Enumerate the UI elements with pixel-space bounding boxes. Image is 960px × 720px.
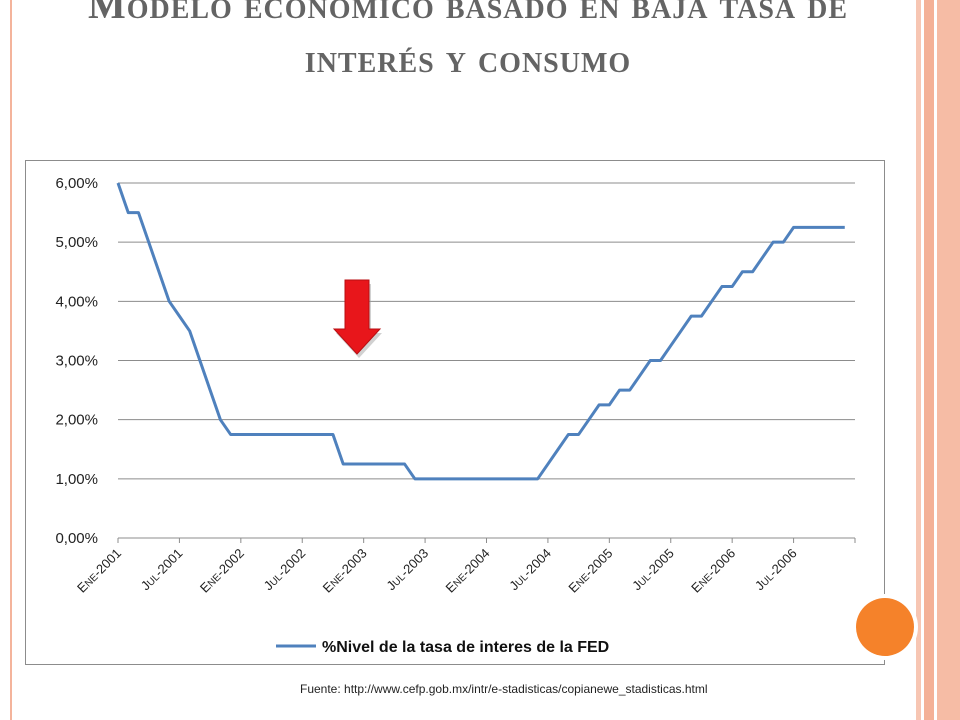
legend-label: %Nivel de la tasa de interes de la FED xyxy=(322,639,609,656)
source-citation: Fuente: http://www.cefp.gob.mx/intr/e-st… xyxy=(300,682,708,696)
y-tick-label: 2,00% xyxy=(55,412,98,429)
x-tick-label: JUL-2003 xyxy=(383,546,431,594)
x-tick-label: ENE-2003 xyxy=(320,546,370,596)
y-tick-label: 4,00% xyxy=(55,293,98,310)
x-tick-label: JUL-2006 xyxy=(752,546,800,594)
x-tick-label: ENE-2005 xyxy=(565,546,615,596)
x-tick-label: ENE-2004 xyxy=(443,546,493,596)
y-tick-label: 6,00% xyxy=(55,175,98,192)
x-tick-label: ENE-2006 xyxy=(688,546,738,596)
line-chart: 0,00% 1,00% 2,00% 3,00% 4,00% 5,00% 6,00% ENE-2… xyxy=(55,175,856,656)
series-line xyxy=(116,182,845,481)
down-arrow-icon xyxy=(332,279,382,355)
y-tick-label: 0,00% xyxy=(55,530,98,547)
orange-circle-decoration xyxy=(856,598,914,656)
x-tick-label: JUL-2002 xyxy=(261,546,309,594)
x-tick-label: JUL-2005 xyxy=(629,546,677,594)
left-border xyxy=(0,0,12,720)
chart-panel: 0,00% 1,00% 2,00% 3,00% 4,00% 5,00% 6,00% ENE-2… xyxy=(25,160,885,665)
x-tick-label: JUL-2004 xyxy=(506,546,554,594)
decorative-stripes xyxy=(916,0,960,720)
x-tick-label: ENE-2001 xyxy=(74,546,124,596)
y-tick-label: 5,00% xyxy=(55,234,98,251)
x-tick-label: JUL-2001 xyxy=(138,546,186,594)
y-tick-label: 3,00% xyxy=(55,353,98,370)
x-tick-label: ENE-2002 xyxy=(197,546,247,596)
slide-title: Modelo económico basado en baja tasa de … xyxy=(87,0,849,81)
y-tick-label: 1,00% xyxy=(55,471,98,488)
